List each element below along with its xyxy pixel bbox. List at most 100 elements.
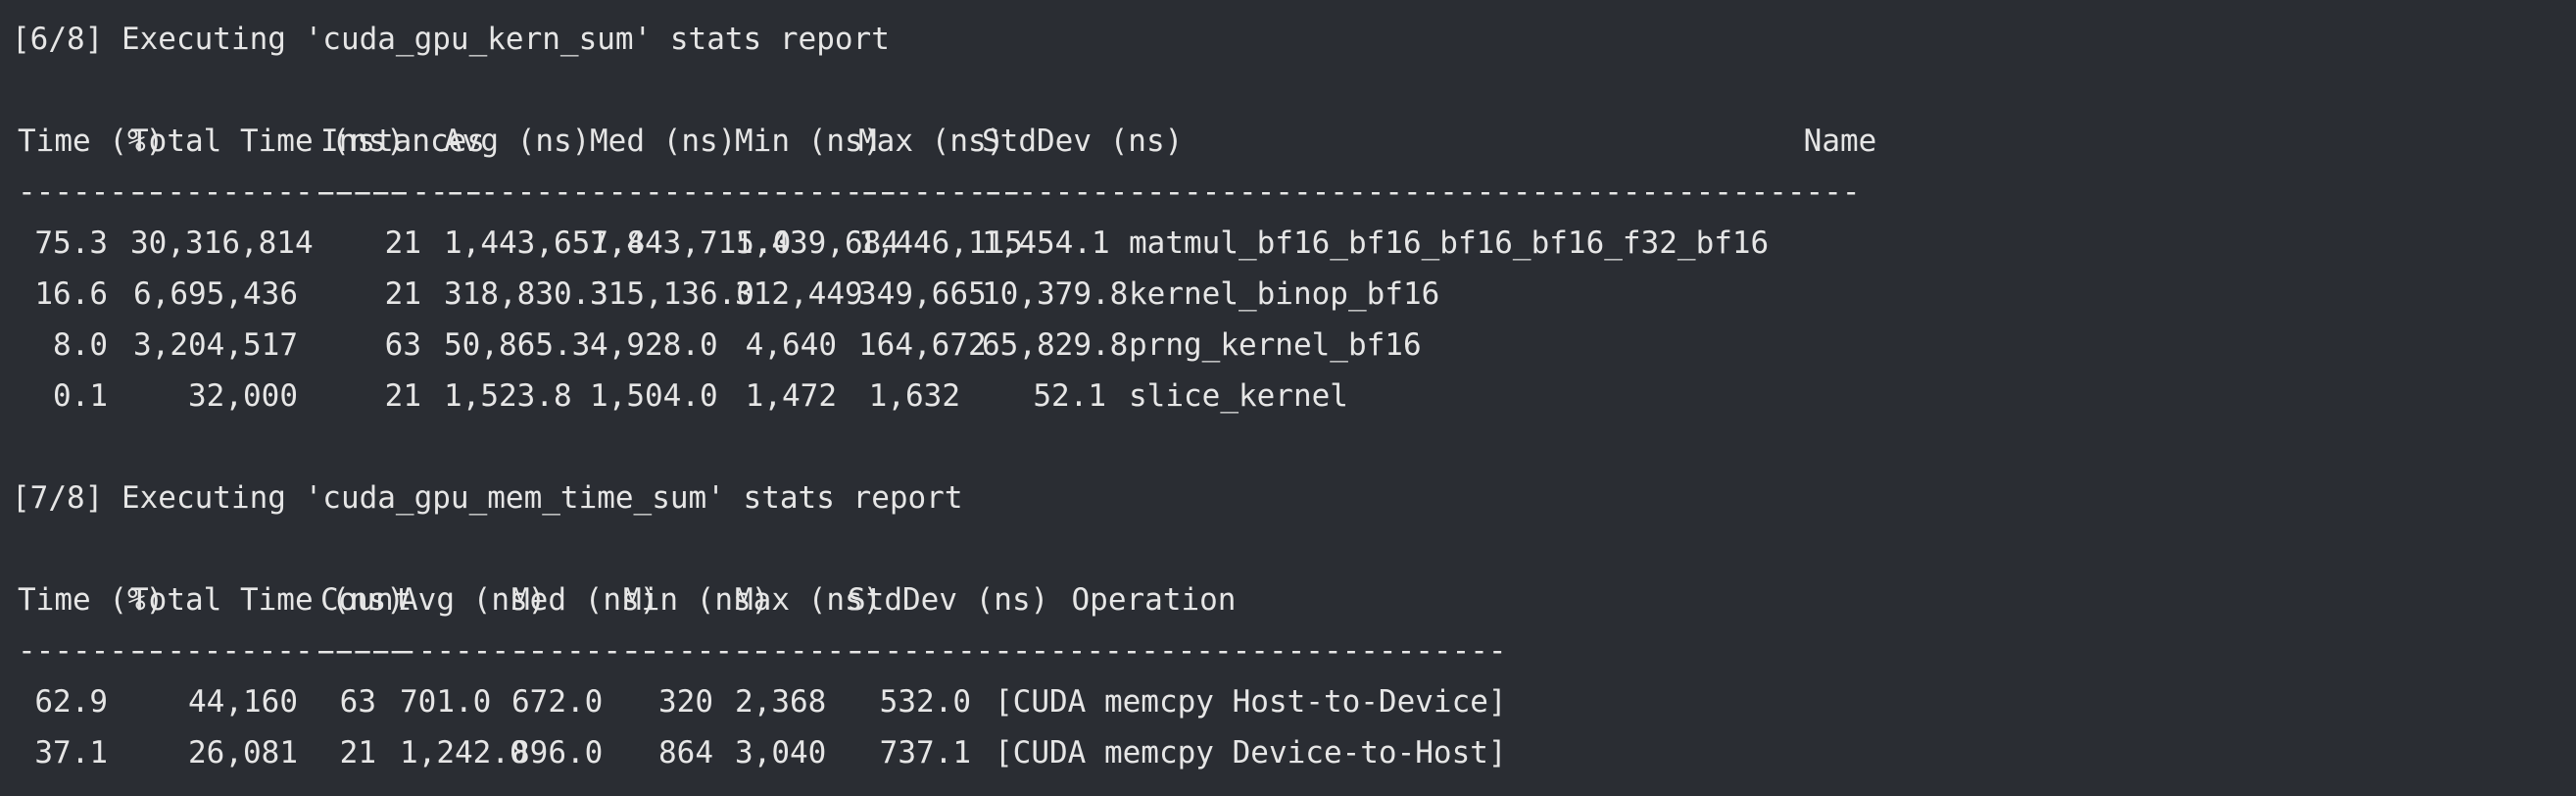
column-divider: --------- [735, 174, 899, 210]
table-cell-4: 315,136.0 [590, 276, 754, 312]
table-cell-1: 3,204,517 [133, 327, 298, 363]
table-cell-3: 318,830.3 [444, 276, 608, 312]
column-divider: --------- [320, 174, 485, 210]
table-cell-5: 4,640 [745, 327, 837, 363]
column-header-avg-ns: Avg (ns) [400, 582, 547, 618]
column-divider: ----------- [590, 174, 792, 210]
column-header-count: Count [320, 582, 413, 618]
table-cell-6: 2,368 [735, 684, 827, 720]
table-cell-7: 10,379.8 [982, 276, 1129, 312]
column-divider: ----------- [444, 174, 646, 210]
table-cell-0: 37.1 [34, 735, 108, 771]
mem-time-table-body: 62.9 44,160 63 701.0 672.0 320 2,368 532.0 [CUDA… [12, 676, 2552, 778]
column-divider: --------------- [130, 174, 405, 210]
table-cell-3: 1,242.0 [400, 735, 528, 771]
table-cell-3: 50,865.3 [444, 327, 591, 363]
report-header-mem-time-sum: [7/8] Executing 'cuda_gpu_mem_time_sum' … [12, 480, 963, 516]
kern-sum-column-headers: Time (%) Total Time (ns) Instances Avg (ns)… [12, 116, 2552, 167]
column-header-min-ns: Min (ns) [735, 124, 882, 159]
table-cell-1: 32,000 [188, 378, 298, 414]
blank-line [12, 422, 2552, 473]
table-cell-6: 164,672 [858, 327, 987, 363]
column-header-time: Time (%) [18, 582, 165, 618]
column-divider: --------------- [130, 633, 405, 669]
table-cell-7: 532.0 [879, 684, 971, 720]
table-cell-6: 349,665 [858, 276, 987, 312]
table-row: 0.1 32,000 21 1,523.8 1,504.0 1,472 1,632 52.1 s… [12, 371, 2552, 422]
table-cell-6: 1,632 [868, 378, 960, 414]
column-divider: ----------- [982, 174, 1184, 210]
table-cell-5: 1,439,684 [735, 225, 899, 261]
column-header-time: Time (%) [18, 124, 165, 159]
table-cell-5: 864 [658, 735, 713, 771]
table-cell-6: 3,040 [735, 735, 827, 771]
mem-time-column-dashes: -------- --------------- ----- -------- ----… [12, 625, 2552, 676]
table-cell-0: 62.9 [34, 684, 108, 720]
table-cell-8: matmul_bf16_bf16_bf16_bf16_f32_bf16 [1129, 225, 1770, 261]
column-divider: -------- [400, 633, 547, 669]
column-divider: -------- [511, 633, 658, 669]
table-cell-0: 75.3 [34, 225, 108, 261]
table-cell-3: 701.0 [400, 684, 492, 720]
table-cell-2: 63 [384, 327, 421, 363]
column-divider: -------- [18, 633, 165, 669]
column-header-max-ns: Max (ns) [735, 582, 882, 618]
table-cell-8: [CUDA memcpy Device-to-Host] [995, 735, 1507, 771]
table-row: 37.1 26,081 21 1,242.0 896.0 864 3,040 737.1 [CU… [12, 727, 2552, 778]
table-cell-4: 896.0 [511, 735, 604, 771]
column-header-min-ns: Min (ns) [623, 582, 770, 618]
table-cell-0: 16.6 [34, 276, 108, 312]
table-cell-4: 4,928.0 [590, 327, 718, 363]
mem-time-column-headers: Time (%) Total Time (ns) Count Avg (ns) Med … [12, 574, 2552, 625]
table-cell-1: 6,695,436 [133, 276, 298, 312]
table-cell-0: 8.0 [53, 327, 108, 363]
table-cell-2: 21 [384, 225, 421, 261]
table-cell-1: 30,316,814 [130, 225, 314, 261]
table-cell-4: 672.0 [511, 684, 604, 720]
column-divider: -------- [18, 174, 165, 210]
table-row: 62.9 44,160 63 701.0 672.0 320 2,368 532.0 [CUDA… [12, 676, 2552, 727]
column-header-avg-ns: Avg (ns) [444, 124, 591, 159]
table-cell-5: 312,449 [735, 276, 863, 312]
table-cell-8: slice_kernel [1129, 378, 1348, 414]
column-header-total-time-ns: Total Time (ns) [130, 582, 405, 618]
table-cell-6: 1,446,115 [858, 225, 1023, 261]
table-cell-1: 44,160 [188, 684, 298, 720]
blank-line [12, 523, 2552, 574]
column-divider: -------- [623, 633, 770, 669]
column-header-stddev-ns: StdDev (ns) [848, 582, 1049, 618]
table-cell-2: 63 [339, 684, 376, 720]
table-cell-7: 65,829.8 [982, 327, 1129, 363]
column-divider: ---------------------------- [995, 633, 1507, 669]
column-header-stddev-ns: StdDev (ns) [982, 124, 1184, 159]
kern-sum-column-dashes: -------- --------------- --------- --------… [12, 167, 2552, 218]
table-cell-8: prng_kernel_bf16 [1129, 327, 1422, 363]
column-divider: ----------- [848, 633, 1049, 669]
column-header-name: Name [1803, 124, 1877, 159]
table-cell-2: 21 [339, 735, 376, 771]
column-divider: ---------------------------------------- [1129, 174, 1861, 210]
table-cell-7: 1,454.1 [982, 225, 1110, 261]
column-header-med-ns: Med (ns) [511, 582, 658, 618]
table-cell-4: 1,443,715.0 [590, 225, 792, 261]
column-header-total-time-ns: Total Time (ns) [130, 124, 405, 159]
table-row: 16.6 6,695,436 21 318,830.3 315,136.0 312,449… [12, 269, 2552, 320]
table-cell-2: 21 [384, 378, 421, 414]
table-cell-8: kernel_binop_bf16 [1129, 276, 1440, 312]
column-header-max-ns: Max (ns) [858, 124, 1005, 159]
table-cell-7: 52.1 [1033, 378, 1106, 414]
table-cell-5: 1,472 [745, 378, 837, 414]
report-header-kern-sum: [6/8] Executing 'cuda_gpu_kern_sum' stat… [12, 22, 890, 57]
table-cell-1: 26,081 [188, 735, 298, 771]
table-cell-8: [CUDA memcpy Host-to-Device] [995, 684, 1507, 720]
table-cell-3: 1,443,657.8 [444, 225, 646, 261]
terminal-output[interactable]: [6/8] Executing 'cuda_gpu_kern_sum' stat… [12, 14, 2552, 778]
table-cell-3: 1,523.8 [444, 378, 572, 414]
column-divider: --------- [858, 174, 1023, 210]
column-header-med-ns: Med (ns) [590, 124, 737, 159]
column-header-operation: Operation [1071, 582, 1237, 618]
column-divider: -------- [735, 633, 882, 669]
table-row: 75.3 30,316,814 21 1,443,657.8 1,443,715.0 1,… [12, 218, 2552, 269]
blank-line [12, 65, 2552, 116]
table-cell-7: 737.1 [879, 735, 971, 771]
